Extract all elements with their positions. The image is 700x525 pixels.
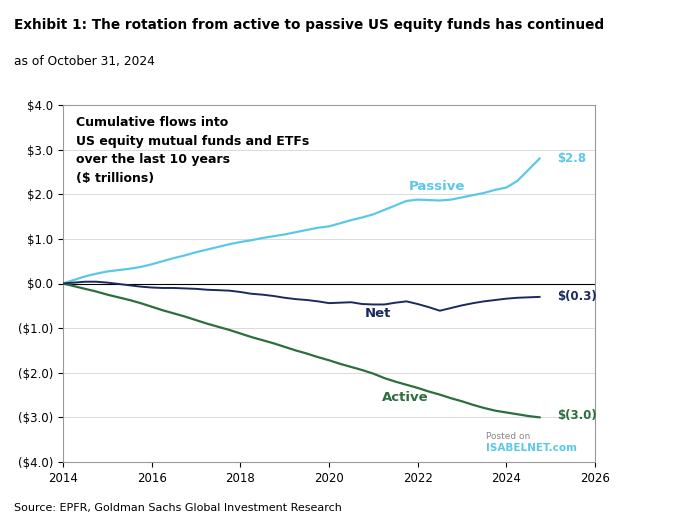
Text: Net: Net	[365, 307, 391, 320]
Text: Cumulative flows into
US equity mutual funds and ETFs
over the last 10 years
($ : Cumulative flows into US equity mutual f…	[76, 116, 309, 185]
Text: ISABELNET.com: ISABELNET.com	[486, 443, 578, 453]
Text: Passive: Passive	[409, 180, 466, 193]
Text: $(3.0): $(3.0)	[557, 408, 597, 422]
Text: Source: EPFR, Goldman Sachs Global Investment Research: Source: EPFR, Goldman Sachs Global Inves…	[14, 503, 342, 513]
Text: as of October 31, 2024: as of October 31, 2024	[14, 55, 155, 68]
Text: $(0.3): $(0.3)	[557, 290, 597, 303]
Text: Exhibit 1: The rotation from active to passive US equity funds has continued: Exhibit 1: The rotation from active to p…	[14, 18, 604, 33]
Text: Posted on: Posted on	[486, 432, 531, 440]
Text: Active: Active	[382, 391, 429, 404]
Text: $2.8: $2.8	[557, 152, 587, 165]
